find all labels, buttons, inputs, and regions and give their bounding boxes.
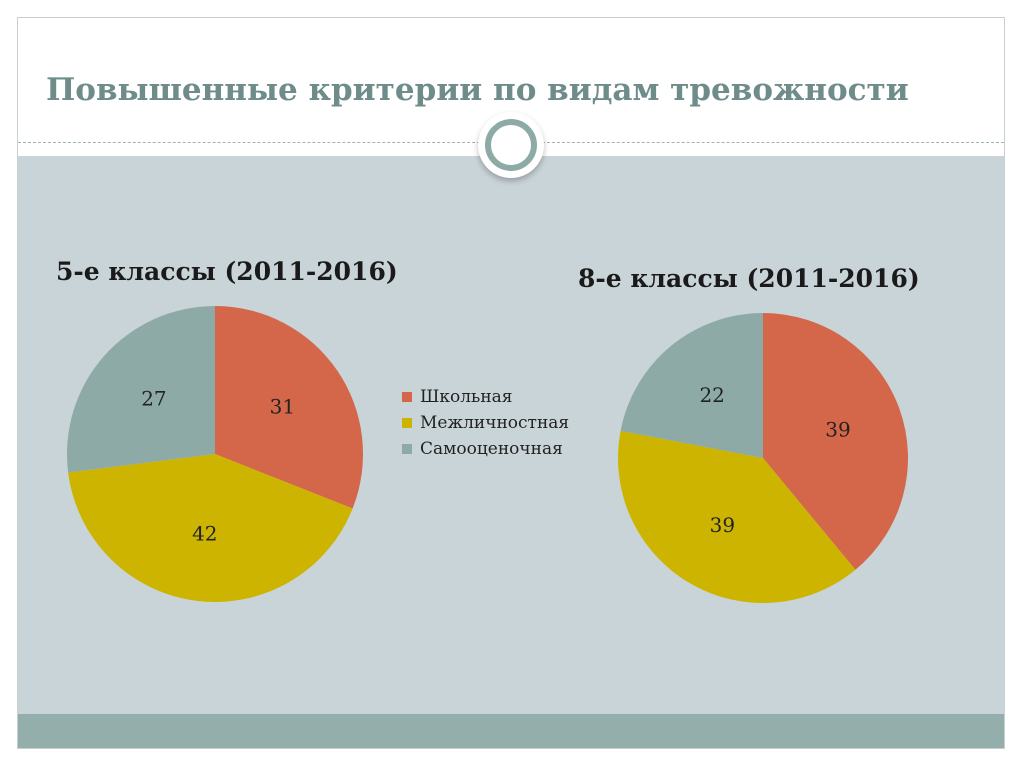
data-label-5th-grade-self-esteem: 27 [141, 387, 166, 411]
legend-item-interpersonal: Межличностная [402, 410, 569, 436]
legend-item-school: Школьная [402, 384, 569, 410]
pie-slice-8th-grade-self-esteem [620, 313, 763, 458]
data-label-5th-grade-interpersonal: 42 [192, 521, 217, 545]
slide-title: Повышенные критерии по видам тревожности [46, 72, 909, 108]
legend-swatch-school [402, 392, 412, 402]
data-label-8th-grade-school: 39 [825, 417, 850, 441]
chart-legend: Школьная Межличностная Самооценочная [402, 384, 569, 462]
chart-title-8th-grade: 8-е классы (2011-2016) [578, 264, 920, 293]
data-label-5th-grade-school: 31 [270, 395, 295, 419]
pie-slice-5th-grade-school [215, 306, 364, 509]
legend-label-interpersonal: Межличностная [420, 413, 570, 433]
chart-title-5th-grade: 5-е классы (2011-2016) [56, 257, 398, 286]
legend-item-self-esteem: Самооценочная [402, 436, 569, 462]
footer-band [18, 714, 1004, 748]
legend-label-self-esteem: Самооценочная [420, 439, 563, 459]
data-label-8th-grade-self-esteem: 22 [699, 383, 724, 407]
circle-ornament-icon [478, 112, 544, 178]
legend-swatch-interpersonal [402, 418, 412, 428]
pie-slice-5th-grade-interpersonal [68, 454, 353, 603]
pie-slice-5th-grade-self-esteem [66, 306, 215, 473]
pie-slice-8th-grade-interpersonal [618, 430, 856, 603]
circle-ornament-ring [485, 119, 537, 171]
data-label-8th-grade-interpersonal: 39 [710, 513, 735, 537]
legend-label-school: Школьная [420, 387, 513, 407]
pie-slice-8th-grade-school [763, 313, 908, 570]
legend-swatch-self-esteem [402, 444, 412, 454]
